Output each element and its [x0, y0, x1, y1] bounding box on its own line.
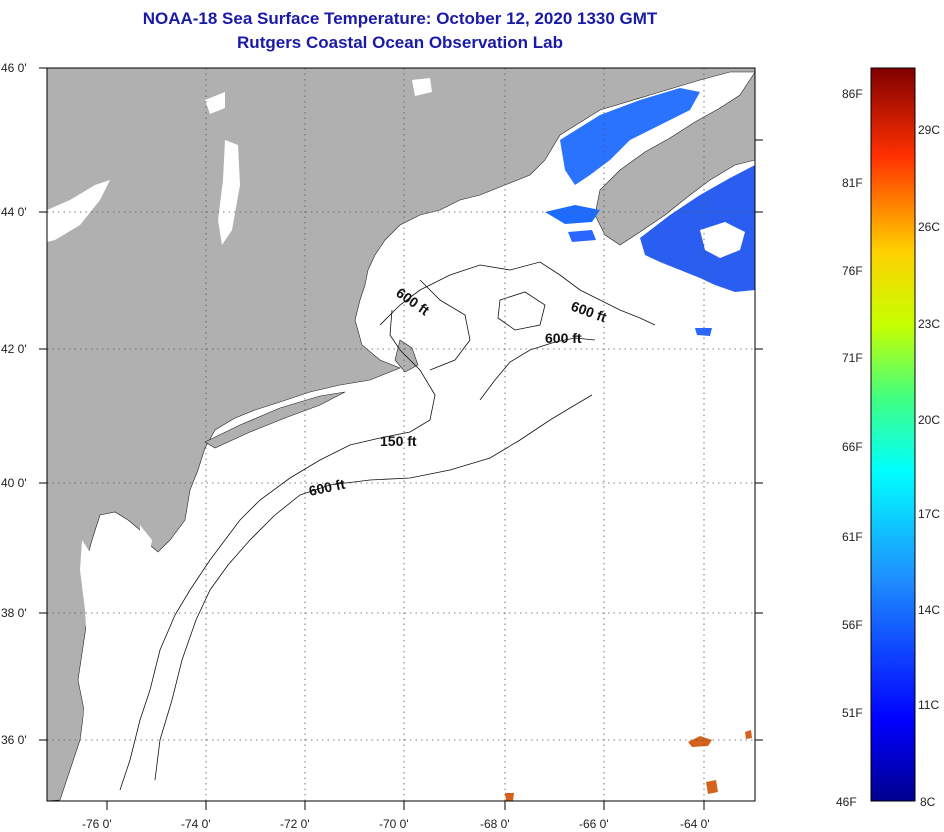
sst-gulf-of-maine-patch: [545, 205, 600, 224]
cloud-scotian: [700, 222, 745, 258]
land-long-island: [204, 391, 346, 449]
contour-gulf-inner: [419, 279, 471, 371]
sst-tiny-patch: [695, 328, 712, 336]
lake-ontario-edge: [47, 180, 110, 242]
depth-contours: [119, 261, 656, 791]
cb-f-46: 46F: [836, 795, 857, 809]
title-line-1: NOAA-18 Sea Surface Temperature: October…: [142, 9, 658, 28]
lon-label-72: -72 0': [280, 817, 310, 831]
contour-600ft-gulf: [379, 261, 656, 326]
map-area: 600 ft 600 ft 600 ft 150 ft 600 ft: [1, 61, 763, 831]
cb-f-71: 71F: [842, 351, 863, 365]
contour-gulf-inner-2: [497, 291, 546, 331]
sst-scotian-shelf: [640, 165, 755, 292]
depth-label-600ft-4: 600 ft: [307, 476, 346, 499]
cb-c-20: 20C: [918, 413, 940, 427]
cb-f-86: 86F: [842, 87, 863, 101]
cb-f-56: 56F: [842, 618, 863, 632]
cb-c-17: 17C: [918, 507, 940, 521]
land-nova-scotia: [594, 71, 755, 246]
lat-label-40: 40 0': [1, 476, 27, 490]
cb-c-11: 11C: [918, 698, 939, 712]
lat-label-38: 38 0': [1, 606, 27, 620]
sst-warm-speck-3: [505, 793, 514, 801]
cloud-land-2: [412, 78, 432, 96]
lon-label-68: -68 0': [480, 817, 510, 831]
lon-label-76: -76 0': [82, 817, 112, 831]
contour-600ft-shelf: [154, 394, 593, 781]
sst-warm-speck-2: [706, 780, 718, 794]
lat-label-42: 42 0': [1, 342, 27, 356]
contour-150ft: [119, 309, 436, 791]
colorbar: 86F 81F 76F 71F 66F 61F 56F 51F 46F 29C …: [836, 67, 940, 809]
cb-c-26: 26C: [918, 220, 940, 234]
delaware-bay: [140, 525, 152, 552]
lon-label-66: -66 0': [579, 817, 609, 831]
graticule: [47, 68, 755, 801]
sst-small-patch: [568, 230, 596, 242]
lat-label-44: 44 0': [1, 205, 27, 219]
lon-label-64: -64 0': [680, 817, 710, 831]
contour-600ft-georges: [479, 337, 596, 401]
cb-f-81: 81F: [842, 176, 863, 190]
cb-c-29: 29C: [918, 123, 940, 137]
cb-f-61: 61F: [842, 530, 863, 544]
colorbar-gradient: [870, 67, 916, 802]
lon-label-70: -70 0': [379, 817, 409, 831]
lat-label-46: 46 0': [1, 61, 27, 75]
lat-label-36: 36 0': [1, 733, 27, 747]
cb-c-8: 8C: [920, 795, 936, 809]
cb-f-76: 76F: [842, 264, 863, 278]
cb-f-51: 51F: [842, 706, 863, 720]
cb-c-14: 14C: [918, 603, 940, 617]
sst-warm-speck-4: [745, 730, 752, 739]
cloud-land-1: [205, 92, 225, 114]
lon-label-74: -74 0': [181, 817, 211, 831]
sst-warm-speck-1: [688, 736, 712, 747]
chesapeake-bay: [80, 540, 100, 760]
lake-champlain: [218, 140, 240, 245]
depth-label-600ft-3: 600 ft: [545, 330, 582, 346]
title-line-2: Rutgers Coastal Ocean Observation Lab: [237, 33, 563, 52]
cb-c-23: 23C: [918, 317, 940, 331]
sst-bay-of-fundy: [560, 88, 700, 185]
axis-ticks: [39, 67, 763, 810]
map-frame: [46, 67, 756, 802]
depth-label-150ft: 150 ft: [380, 433, 417, 449]
cb-f-66: 66F: [842, 440, 863, 454]
